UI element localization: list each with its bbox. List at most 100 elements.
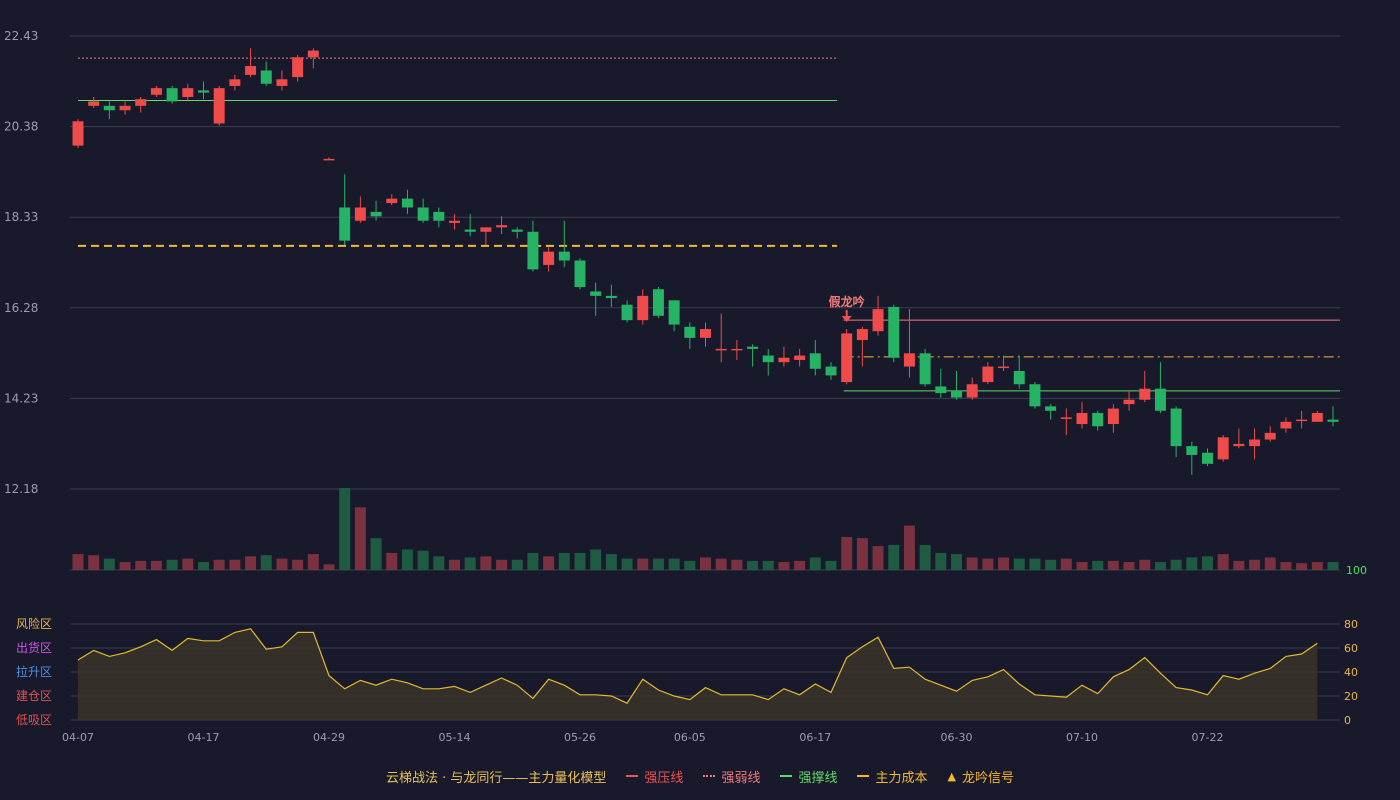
candle-body — [1107, 408, 1119, 425]
volume-bar — [1013, 558, 1025, 570]
volume-bar — [998, 557, 1010, 570]
volume-bar — [919, 544, 931, 570]
volume-bar — [715, 558, 727, 570]
legend: 云梯战法 · 与龙同行——主力量化模型 强压线 强弱线 强撑线 主力成本 ▲ 龙… — [0, 762, 1400, 790]
volume-bar — [292, 559, 304, 570]
legend-item-cost[interactable]: 主力成本 — [857, 767, 927, 786]
volume-bar — [903, 525, 915, 570]
volume-bar — [449, 559, 460, 570]
legend-title: 云梯战法 · 与龙同行——主力量化模型 — [386, 770, 607, 786]
candle-body — [339, 207, 351, 241]
candle-body — [700, 329, 711, 338]
candle-body — [1186, 446, 1198, 455]
price-tick-label: 16.28 — [4, 301, 38, 315]
legend-label: 龙吟信号 — [961, 770, 1014, 786]
legend-item-pressure[interactable]: 强压线 — [626, 767, 683, 786]
candle-body — [276, 79, 288, 86]
candle-body — [590, 291, 602, 296]
price-tick-label: 22.43 — [4, 29, 38, 43]
osc-zone-label: 建仓区 — [16, 689, 52, 703]
candle-body — [621, 304, 633, 321]
osc-tick-label: 20 — [1344, 690, 1358, 703]
volume-bar — [1233, 560, 1245, 570]
volume-bar — [809, 557, 821, 570]
candle-body — [762, 355, 774, 363]
price-tick-label: 20.38 — [4, 120, 38, 134]
candle-body — [888, 306, 900, 358]
candle-body — [135, 99, 147, 106]
price-tick-label: 12.18 — [4, 482, 38, 496]
candle-body — [558, 251, 570, 261]
dotted-line-icon — [703, 775, 716, 777]
volume-bar — [464, 557, 476, 570]
legend-item-support[interactable]: 强撑线 — [780, 767, 837, 786]
candle-body — [401, 198, 413, 208]
candle-body — [1092, 412, 1104, 427]
volume-bar — [511, 559, 523, 570]
date-tick-label: 05-14 — [439, 731, 471, 744]
volume-bar — [386, 552, 398, 570]
osc-tick-label: 40 — [1344, 666, 1358, 679]
date-tick-label: 05-26 — [564, 731, 596, 744]
legend-item-signal[interactable]: ▲ 龙吟信号 — [947, 767, 1013, 786]
candle-body — [150, 88, 162, 95]
volume-bar — [1092, 560, 1104, 570]
candle-body — [182, 88, 194, 97]
volume-bar — [307, 554, 319, 570]
date-tick-label: 07-22 — [1192, 731, 1224, 744]
volume-bar — [621, 558, 633, 570]
oscillator — [77, 628, 1318, 720]
volume-bar — [1186, 557, 1198, 570]
volume-bar — [103, 558, 115, 570]
volume-bar — [182, 558, 194, 570]
osc-zone-label: 风险区 — [16, 616, 52, 631]
candle-body — [605, 295, 617, 299]
osc-tick-label: 0 — [1344, 714, 1351, 727]
annotation: 假龙吟 — [829, 294, 865, 322]
candle-body — [684, 326, 696, 338]
dashed-line-icon — [857, 775, 870, 777]
volume-bar — [213, 559, 225, 570]
candle-body — [951, 390, 962, 398]
price-axis: 22.43 20.38 18.33 16.28 14.23 12.18 — [4, 29, 38, 496]
candle-body — [778, 357, 790, 363]
price-tick-label: 14.23 — [4, 391, 38, 405]
osc-zone-label: 出货区 — [16, 640, 52, 655]
legend-item-strength[interactable]: 强弱线 — [703, 767, 760, 786]
candle-body — [574, 260, 586, 288]
candle-body — [982, 366, 994, 383]
candle-body — [1311, 412, 1323, 422]
candle-body — [213, 88, 225, 124]
candle-body — [747, 346, 759, 349]
candle-body — [1045, 406, 1057, 411]
candle-body — [841, 333, 853, 383]
candle-body — [1233, 443, 1245, 447]
volume-bar — [543, 556, 555, 570]
solid-line-icon — [626, 775, 639, 777]
candle-body — [464, 229, 476, 232]
volume-bar — [637, 558, 649, 570]
date-axis: 04-07 04-17 04-29 05-14 05-26 06-05 06-17 06-30… — [62, 731, 1223, 744]
signal-lines — [78, 57, 1340, 392]
candle-body — [1060, 417, 1072, 419]
volume-bar — [652, 558, 664, 570]
volume-bar — [1249, 559, 1261, 570]
candle-body — [323, 158, 335, 161]
volume-bar — [166, 559, 178, 570]
volume-bar — [1327, 562, 1339, 570]
candle-body — [88, 101, 100, 106]
volume-bar — [966, 557, 978, 570]
volume-bar — [1076, 562, 1088, 570]
volume-bar — [72, 554, 84, 570]
candle-body — [417, 207, 429, 221]
date-tick-label: 04-29 — [313, 731, 345, 744]
candle-body — [919, 353, 931, 385]
volume-bar — [417, 550, 429, 570]
candle-body — [1327, 419, 1339, 422]
date-tick-label: 04-17 — [188, 731, 220, 744]
volume-bar — [323, 564, 335, 570]
volume-bar — [229, 559, 241, 570]
candle-body — [1170, 408, 1182, 447]
volume-bar — [433, 556, 445, 570]
